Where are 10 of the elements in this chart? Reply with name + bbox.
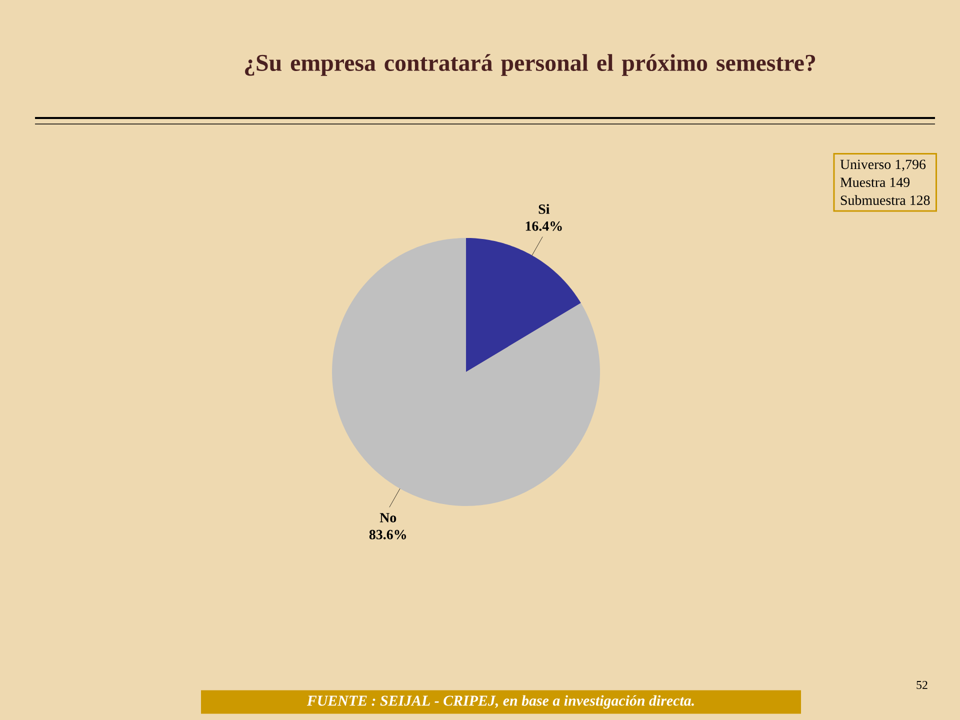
data-label: 83.6% xyxy=(369,530,406,540)
source-note: FUENTE : SEIJAL - CRIPEJ, en base a investigación directa. xyxy=(306,695,694,709)
text: 52 xyxy=(916,680,928,689)
chart-title: ¿Su empresa contratará personal el próximo semestre? xyxy=(245,54,816,76)
data-label: 16.4% xyxy=(526,221,562,231)
slice-label: Si xyxy=(538,204,550,214)
slice-label: No xyxy=(380,513,396,522)
text: Muestra 149 xyxy=(840,178,910,188)
text: Universo 1,796 xyxy=(840,160,926,172)
text: Submuestra 128 xyxy=(840,195,930,205)
